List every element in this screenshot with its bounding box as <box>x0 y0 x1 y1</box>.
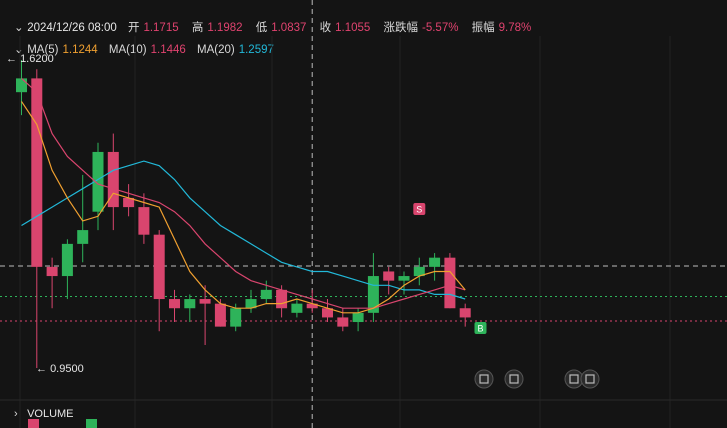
candle-body <box>138 207 150 235</box>
volume-bar <box>28 419 39 428</box>
candle-body <box>291 303 303 313</box>
high-label: 高 <box>191 22 204 34</box>
event-marker-icon <box>474 369 494 389</box>
event-marker-glyph <box>569 374 579 384</box>
ma5-line <box>21 101 466 314</box>
event-marker-icon <box>580 369 600 389</box>
high-price-marker: ← 1.6200 <box>6 53 54 65</box>
ma5-label: MA(5) <box>27 44 59 56</box>
candle-body <box>107 151 119 208</box>
sell-signal-label: S <box>416 205 422 215</box>
candle-body <box>92 151 104 212</box>
chevron-down-icon[interactable]: ⌄ <box>14 44 24 56</box>
amplitude-value: 9.78% <box>498 22 532 34</box>
candle-body <box>337 317 349 327</box>
event-marker-icon <box>504 369 524 389</box>
volume-label: VOLUME <box>27 408 74 420</box>
ohlc-date: 2024/12/26 08:00 <box>27 22 117 34</box>
candle-body <box>367 276 379 313</box>
candle-body <box>61 243 73 277</box>
candle-body <box>429 257 441 267</box>
candle-body <box>77 230 89 244</box>
event-marker-icon <box>564 369 584 389</box>
event-marker-glyph <box>509 374 519 384</box>
sell-signal-badge <box>413 203 426 215</box>
candle-body <box>153 234 165 300</box>
high-value: 1.1982 <box>207 22 243 34</box>
ma10-line <box>21 77 466 309</box>
low-value: 1.0837 <box>271 22 307 34</box>
candle-body <box>398 276 410 281</box>
volume-header: › VOLUME <box>14 408 74 420</box>
high-price-value: 1.6200 <box>20 53 54 65</box>
low-price-marker: ← 0.9500 <box>36 363 84 375</box>
ma20-label: MA(20) <box>197 44 235 56</box>
candle-body <box>123 197 135 208</box>
buy-signal-badge <box>474 322 487 334</box>
candle-body <box>16 78 27 93</box>
ma20-value: 1.2597 <box>238 44 274 56</box>
ma10-label: MA(10) <box>108 44 147 56</box>
open-value: 1.1715 <box>143 22 179 34</box>
ohlc-header: ⌄ 2024/12/26 08:00 开 1.1715 高 1.1982 低 1.08… <box>14 19 541 35</box>
close-value: 1.1055 <box>335 22 371 34</box>
candle-body <box>245 299 257 309</box>
candle-body <box>276 289 288 309</box>
amplitude-label: 振幅 <box>471 22 495 34</box>
ma-legend: ⌄ MA(5) 1.1244 MA(10) 1.1446 MA(20) 1.2597 <box>14 42 274 56</box>
candle-body <box>214 303 226 327</box>
candle-body <box>230 308 242 327</box>
candle-body <box>413 266 425 277</box>
candle-body <box>31 78 43 267</box>
event-marker-glyph <box>479 374 489 384</box>
candle-body <box>322 308 333 318</box>
change-label: 涨跌幅 <box>383 22 419 34</box>
change-value: -5.57% <box>422 22 459 34</box>
candle-body <box>459 308 471 318</box>
low-label: 低 <box>255 22 268 34</box>
low-price-value: 0.9500 <box>50 363 84 375</box>
ma10-value: 1.1446 <box>150 44 186 56</box>
candle-body <box>260 289 272 300</box>
candle-body <box>306 303 318 309</box>
candle-body <box>46 266 58 277</box>
open-label: 开 <box>127 22 140 34</box>
close-label: 收 <box>319 22 332 34</box>
candle-body <box>352 312 364 323</box>
ma5-value: 1.1244 <box>62 44 98 56</box>
candle-body <box>184 299 196 309</box>
chevron-right-icon[interactable]: › <box>14 408 18 420</box>
buy-signal-label: B <box>477 324 483 334</box>
event-marker-glyph <box>585 374 595 384</box>
candle-body <box>199 299 211 304</box>
candle-body <box>444 257 456 309</box>
candle-body <box>383 271 395 281</box>
chevron-down-icon[interactable]: ⌄ <box>14 22 24 34</box>
volume-bar <box>86 419 97 428</box>
candle-body <box>169 299 180 309</box>
